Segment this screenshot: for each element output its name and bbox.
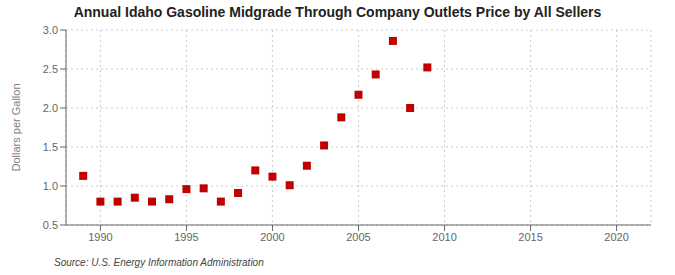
svg-text:3.0: 3.0 <box>43 24 58 36</box>
svg-text:2015: 2015 <box>518 231 542 243</box>
svg-text:Dollars per Gallon: Dollars per Gallon <box>10 83 22 171</box>
svg-text:0.5: 0.5 <box>43 219 58 231</box>
svg-text:1990: 1990 <box>88 231 112 243</box>
html-text:Annual Idaho Gasoline Midgrade: Annual Idaho Gasoline Midgrade Through C… <box>73 4 602 20</box>
svg-text:2010: 2010 <box>432 231 456 243</box>
svg-text:2020: 2020 <box>604 231 628 243</box>
svg-text:1995: 1995 <box>174 231 198 243</box>
svg-text:2.5: 2.5 <box>43 63 58 75</box>
svg-text:1.5: 1.5 <box>43 141 58 153</box>
html-text:Source: U.S. Energy Informatio: Source: U.S. Energy Information Administ… <box>54 257 264 268</box>
svg-text:2000: 2000 <box>260 231 284 243</box>
svg-text:2.0: 2.0 <box>43 102 58 114</box>
svg-text:1.0: 1.0 <box>43 180 58 192</box>
svg-text:2005: 2005 <box>346 231 370 243</box>
